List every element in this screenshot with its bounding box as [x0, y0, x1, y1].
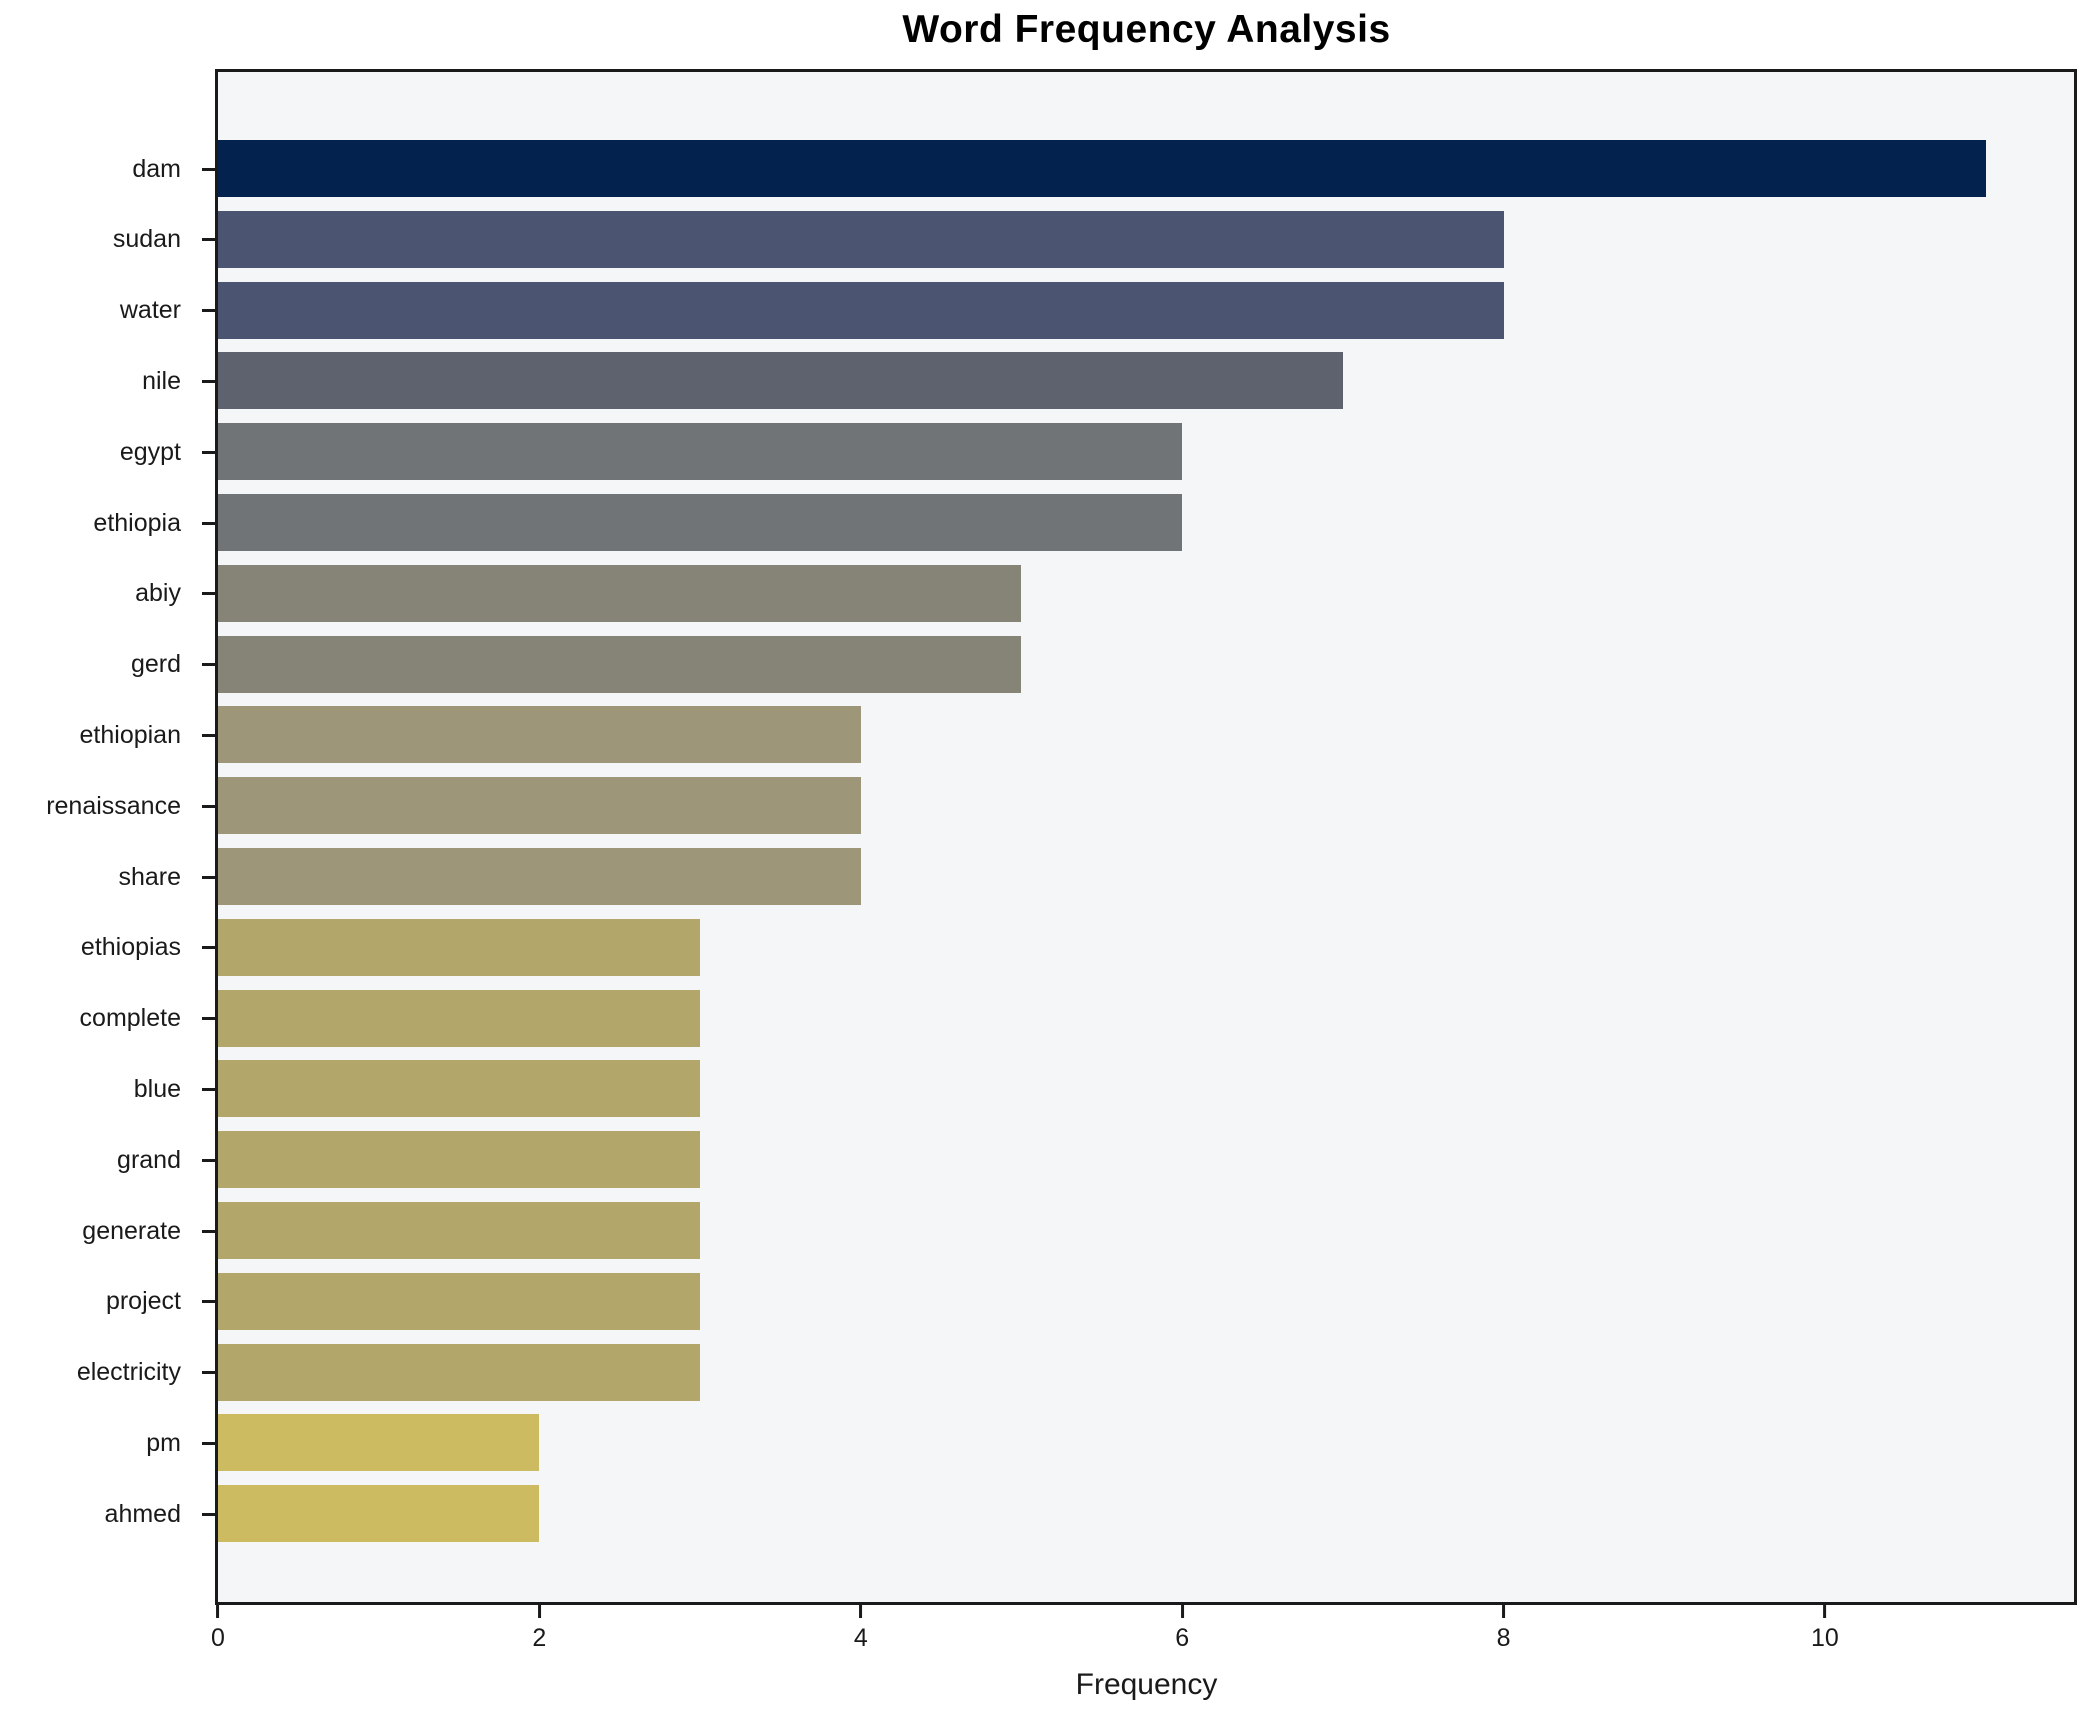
x-tick-0: 0 [211, 1605, 225, 1653]
y-tick-label-ethiopian: ethiopian [79, 720, 181, 749]
bar-nile [218, 352, 1343, 410]
y-tick-mark [202, 946, 215, 950]
x-tick-label: 4 [853, 1624, 868, 1652]
y-tick-mark [202, 450, 215, 454]
y-tick-label-gerd: gerd [130, 650, 181, 679]
bar-blue [218, 1060, 701, 1118]
y-tick-mark [202, 733, 215, 737]
y-tick-label-pm: pm [146, 1428, 181, 1457]
y-tick-mark [202, 1229, 215, 1233]
x-tick-mark [537, 1605, 541, 1618]
x-tick-mark [859, 1605, 863, 1618]
y-tick-mark [202, 1087, 215, 1091]
bar-project [218, 1272, 701, 1330]
bar-share [218, 848, 861, 905]
bar-ethiopian [218, 706, 861, 764]
y-tick-label-ahmed: ahmed [104, 1499, 181, 1528]
y-tick-label-electricity: electricity [76, 1358, 181, 1387]
y-tick-label-renaissance: renaissance [46, 791, 181, 820]
y-tick-mark [202, 1158, 215, 1162]
y-tick-mark [202, 1371, 215, 1375]
y-tick-mark [202, 238, 215, 242]
y-tick-mark [202, 875, 215, 879]
bar-ethiopias [218, 918, 701, 976]
y-tick-mark [202, 1300, 215, 1304]
x-tick-4: 4 [854, 1605, 868, 1653]
bar-pm [218, 1414, 540, 1472]
y-tick-label-dam: dam [132, 154, 181, 183]
x-tick-mark [1823, 1605, 1827, 1618]
y-tick-label-egypt: egypt [119, 437, 181, 466]
y-tick-label-blue: blue [133, 1074, 181, 1103]
y-tick-label-ethiopias: ethiopias [80, 933, 181, 962]
x-tick-label: 6 [1175, 1624, 1190, 1652]
x-axis-label: Frequency [1075, 1668, 1218, 1701]
y-tick-mark [202, 167, 215, 171]
y-tick-label-abiy: abiy [135, 579, 181, 608]
x-tick-mark [1502, 1605, 1506, 1618]
y-tick-label-ethiopia: ethiopia [93, 508, 181, 537]
bar-complete [218, 989, 701, 1047]
x-tick-8: 8 [1496, 1605, 1511, 1653]
bar-sudan [218, 210, 1504, 268]
x-tick-2: 2 [532, 1605, 546, 1653]
y-tick-mark [202, 521, 215, 525]
bar-ahmed [218, 1485, 540, 1543]
y-tick-mark [202, 1017, 215, 1021]
y-tick-mark [202, 1441, 215, 1445]
bar-renaissance [218, 777, 861, 835]
y-tick-label-generate: generate [82, 1216, 181, 1245]
bar-grand [218, 1131, 701, 1189]
x-tick-label: 2 [532, 1624, 547, 1652]
y-tick-mark [202, 379, 215, 383]
bar-dam [218, 140, 1986, 197]
y-tick-mark [202, 663, 215, 667]
y-tick-mark [202, 804, 215, 808]
bar-abiy [218, 564, 1022, 622]
bar-egypt [218, 423, 1183, 481]
y-tick-label-grand: grand [117, 1145, 181, 1174]
bar-generate [218, 1202, 701, 1259]
y-tick-label-project: project [105, 1287, 181, 1316]
x-tick-6: 6 [1175, 1605, 1189, 1653]
plot-area [215, 69, 2077, 1605]
y-tick-mark [202, 1512, 215, 1516]
x-tick-10: 10 [1811, 1605, 1839, 1653]
chart-title: Word Frequency Analysis [902, 8, 1391, 51]
y-tick-label-complete: complete [79, 1004, 181, 1033]
bar-electricity [218, 1343, 701, 1401]
x-tick-mark [216, 1605, 220, 1618]
x-tick-label: 0 [211, 1624, 225, 1652]
y-tick-label-nile: nile [142, 366, 181, 395]
y-tick-mark [202, 309, 215, 313]
y-axis-labels: dam sudan water nile egypt ethiopia abiy gerd et… [0, 72, 215, 1602]
x-axis-ticks: 0 2 4 6 8 10 [211, 1605, 2074, 1665]
y-tick-mark [202, 592, 215, 596]
y-tick-label-share: share [118, 862, 181, 891]
x-tick-label: 8 [1496, 1624, 1511, 1652]
bar-water [218, 281, 1504, 339]
bar-ethiopia [218, 494, 1183, 551]
x-tick-mark [1180, 1605, 1184, 1618]
x-tick-label: 10 [1811, 1624, 1839, 1652]
y-tick-label-sudan: sudan [112, 225, 181, 254]
y-tick-label-water: water [119, 296, 181, 325]
bar-gerd [218, 635, 1022, 693]
